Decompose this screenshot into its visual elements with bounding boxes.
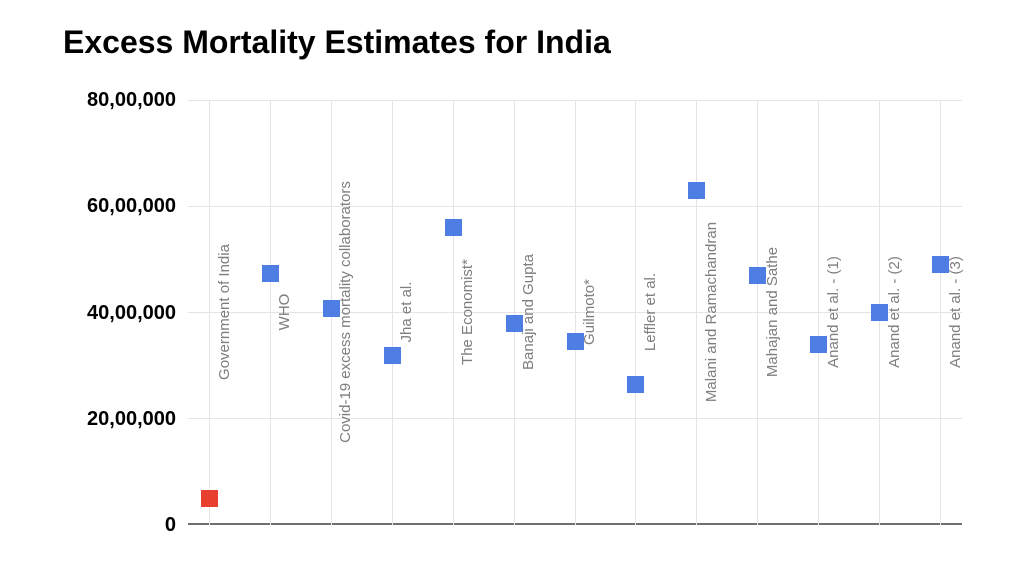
y-tick-label: 0: [164, 514, 176, 536]
data-point[interactable]: [201, 489, 218, 507]
y-tick-label: 80,00,000: [87, 89, 176, 111]
category-label: Mahajan and Sathe: [763, 246, 781, 378]
category-label: Jha et al.: [398, 281, 416, 343]
category-label: Malani and Ramachandran: [702, 221, 720, 403]
chart-title: Excess Mortality Estimates for India: [63, 24, 611, 60]
category-label: Leffler et al.: [641, 272, 659, 352]
data-point[interactable]: [261, 264, 279, 282]
vertical-gridline: [269, 100, 271, 525]
data-point[interactable]: [749, 266, 767, 284]
category-label: Guilmoto*: [581, 279, 598, 345]
category-label: Anand et al. - (1): [824, 256, 842, 368]
data-point[interactable]: [688, 181, 706, 199]
data-point[interactable]: [383, 346, 401, 364]
data-point[interactable]: [444, 219, 462, 236]
data-point[interactable]: [566, 333, 584, 351]
category-label: The Economist*: [459, 259, 477, 365]
vertical-gridline: [818, 100, 820, 525]
vertical-gridline: [513, 100, 515, 525]
vertical-gridline: [757, 100, 759, 525]
data-point[interactable]: [810, 335, 828, 353]
category-label: Government of India: [215, 244, 233, 380]
plot-area: Government of India WHO Covid-19 excess mo…: [188, 99, 964, 525]
data-point[interactable]: [871, 304, 889, 321]
y-tick-label: 40,00,000: [87, 301, 176, 324]
data-point[interactable]: [322, 300, 340, 318]
data-point[interactable]: [932, 256, 949, 274]
vertical-gridline: [635, 100, 637, 525]
category-label: WHO: [276, 293, 294, 331]
category-label: Anand et al. - (2): [885, 256, 903, 368]
category-label: Banaji and Gupta: [520, 254, 538, 370]
data-point[interactable]: [627, 375, 645, 393]
category-label: Anand et al. - (3): [946, 256, 964, 368]
vertical-gridline: [209, 100, 210, 525]
vertical-gridline: [940, 100, 941, 525]
vertical-gridline: [452, 100, 454, 525]
y-tick-label: 60,00,000: [87, 195, 176, 218]
vertical-gridline: [391, 100, 393, 525]
vertical-gridline: [696, 100, 698, 525]
y-tick-label: 20,00,000: [87, 407, 176, 430]
vertical-gridline: [574, 100, 576, 525]
category-label: Covid-19 excess mortality collaborators: [337, 181, 355, 443]
data-point[interactable]: [505, 314, 523, 332]
